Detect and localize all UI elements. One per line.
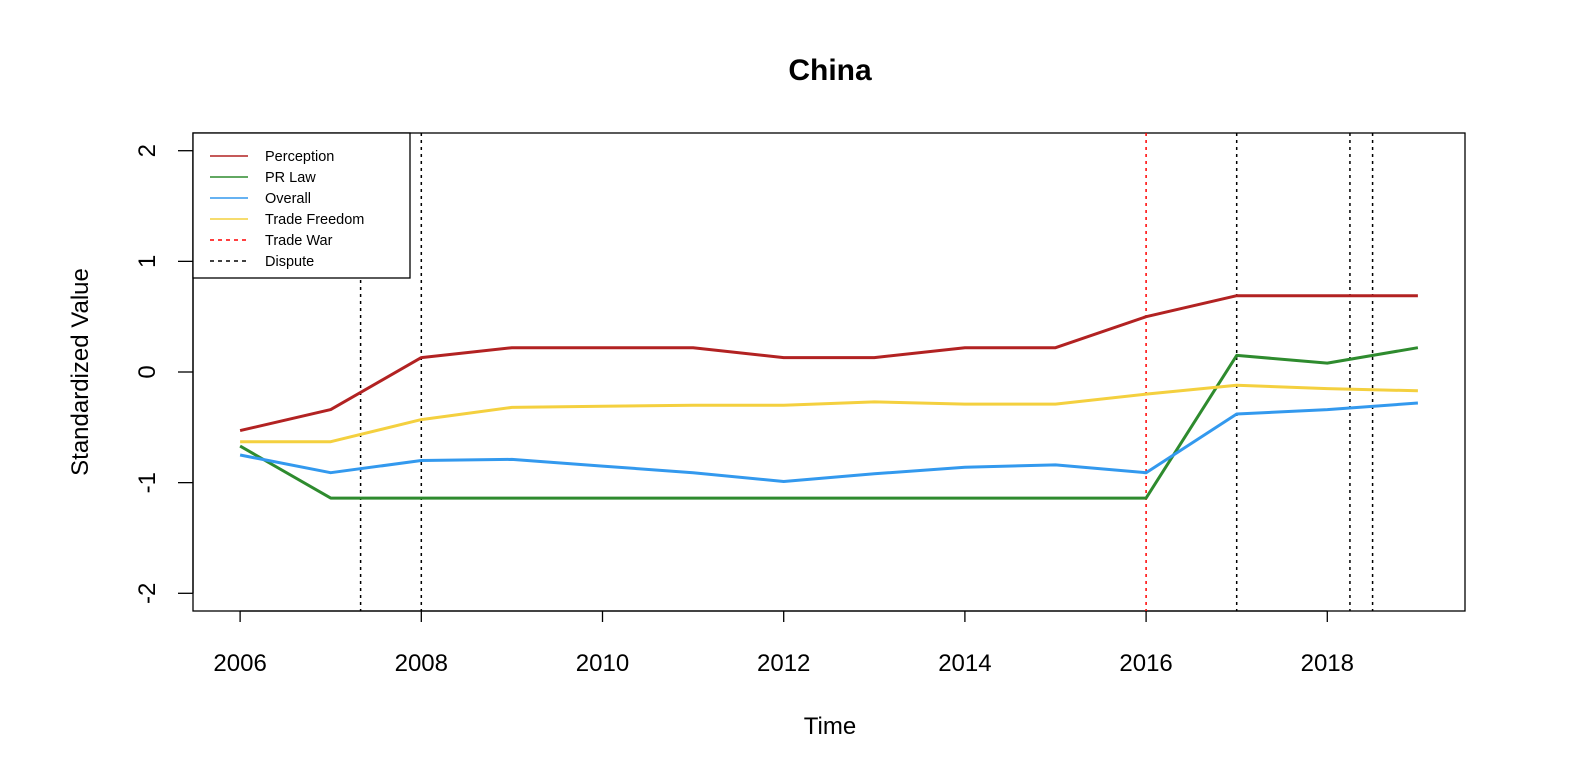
legend-label-perception: Perception bbox=[265, 149, 334, 165]
chart-title: China bbox=[788, 54, 872, 87]
series-trade-freedom-line bbox=[240, 383, 1418, 444]
x-tick-label: 2008 bbox=[395, 650, 448, 677]
y-axis-label: Standardized Value bbox=[67, 268, 94, 476]
y-tick-label: -1 bbox=[134, 472, 161, 493]
y-tick-label: 2 bbox=[134, 144, 161, 157]
x-tick-label: 2016 bbox=[1119, 650, 1172, 677]
series-overall-line bbox=[239, 401, 1419, 483]
x-axis: 2006 2008 2010 2012 2014 2016 2018 bbox=[213, 610, 1354, 677]
series-lines bbox=[239, 294, 1419, 500]
legend-label-dispute: Dispute bbox=[265, 254, 314, 270]
y-axis: -2 -1 0 1 2 bbox=[134, 144, 194, 604]
legend-label-trade-war: Trade War bbox=[265, 233, 333, 249]
y-tick-label: 1 bbox=[134, 255, 161, 268]
legend-box bbox=[192, 132, 411, 279]
y-tick-label: -2 bbox=[134, 583, 161, 604]
x-tick-label: 2010 bbox=[576, 650, 629, 677]
legend-label-trade-freedom: Trade Freedom bbox=[265, 212, 364, 228]
x-axis-label: Time bbox=[804, 713, 856, 740]
x-tick-label: 2012 bbox=[757, 650, 810, 677]
series-perception-line bbox=[239, 294, 1418, 433]
legend: Perception PR Law Overall Trade Freedom Trad… bbox=[192, 132, 411, 279]
y-tick-label: 0 bbox=[134, 365, 161, 378]
x-tick-label: 2006 bbox=[213, 650, 266, 677]
x-tick-label: 2014 bbox=[938, 650, 991, 677]
legend-label-overall: Overall bbox=[265, 191, 311, 207]
x-tick-label: 2018 bbox=[1301, 650, 1354, 677]
reference-lines bbox=[359, 133, 1374, 611]
series-pr-law-line bbox=[239, 346, 1419, 500]
legend-label-pr-law: PR Law bbox=[265, 170, 316, 186]
